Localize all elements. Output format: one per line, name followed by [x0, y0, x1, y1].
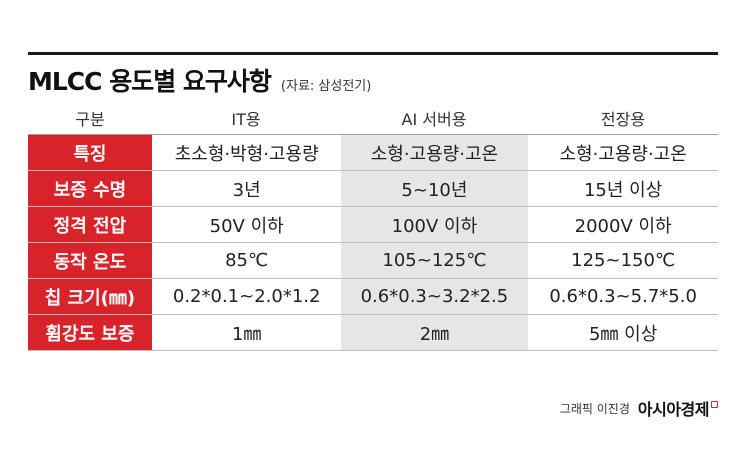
table-row: 휨강도 보증 1㎜ 2㎜ 5㎜ 이상 — [28, 315, 718, 351]
publisher-name: 아시아경제 — [637, 400, 710, 419]
logo-mark-icon — [711, 401, 718, 408]
credit: 그래픽 이진경 아시아경제 — [560, 396, 718, 420]
row-label: 휨강도 보증 — [28, 315, 153, 350]
row-label: 칩 크기(㎜) — [28, 279, 153, 314]
table-cell: 0.6*0.3~5.7*5.0 — [549, 286, 697, 307]
top-rule — [28, 52, 718, 55]
table-row: 칩 크기(㎜) 0.2*0.1~2.0*1.2 0.6*0.3~3.2*2.5 … — [28, 279, 718, 315]
table-cell: 85℃ — [225, 250, 269, 271]
table-cell: 100V 이하 — [340, 207, 529, 242]
source-note: (자료: 삼성전기) — [280, 79, 372, 94]
table-cell: 105~125℃ — [340, 243, 529, 278]
header-it: IT용 — [231, 109, 261, 129]
row-label: 동작 온도 — [28, 243, 153, 278]
table-cell: 1㎜ — [231, 323, 262, 345]
table-cell: 0.6*0.3~3.2*2.5 — [340, 279, 529, 314]
table-row: 동작 온도 85℃ 105~125℃ 125~150℃ — [28, 243, 718, 279]
header-automotive: 전장용 — [600, 109, 646, 129]
table-cell: 5~10년 — [340, 171, 529, 206]
title-row: MLCC 용도별 요구사항 (자료: 삼성전기) — [28, 62, 371, 98]
graphic-credit: 그래픽 이진경 — [559, 401, 630, 416]
requirements-table: 구분 IT용 AI 서버용 전장용 특징 초소형·박형·고용량 소형·고용량·고… — [28, 101, 718, 351]
page-title: MLCC 용도별 요구사항 — [28, 67, 272, 96]
table-cell: 소형·고용량·고온 — [340, 135, 529, 170]
table-cell: 15년 이상 — [583, 179, 663, 201]
table-cell: 2㎜ — [340, 315, 529, 350]
table-row: 특징 초소형·박형·고용량 소형·고용량·고온 소형·고용량·고온 — [28, 135, 718, 171]
publisher-logo: 아시아경제 — [638, 396, 718, 420]
table-cell: 5㎜ 이상 — [588, 323, 658, 345]
header-ai-server: AI 서버용 — [340, 101, 528, 134]
header-category: 구분 — [75, 109, 105, 129]
table-cell: 2000V 이하 — [574, 215, 672, 237]
table-header-row: 구분 IT용 AI 서버용 전장용 — [28, 101, 718, 135]
table-cell: 소형·고용량·고온 — [559, 143, 687, 165]
table-cell: 초소형·박형·고용량 — [174, 143, 319, 165]
table-cell: 125~150℃ — [571, 250, 676, 271]
row-label: 특징 — [28, 135, 153, 170]
row-label: 보증 수명 — [28, 171, 153, 206]
table-cell: 0.2*0.1~2.0*1.2 — [172, 286, 321, 307]
table-cell: 3년 — [232, 179, 261, 201]
table-cell: 50V 이하 — [209, 215, 284, 237]
table-row: 정격 전압 50V 이하 100V 이하 2000V 이하 — [28, 207, 718, 243]
row-label: 정격 전압 — [28, 207, 153, 242]
table-row: 보증 수명 3년 5~10년 15년 이상 — [28, 171, 718, 207]
